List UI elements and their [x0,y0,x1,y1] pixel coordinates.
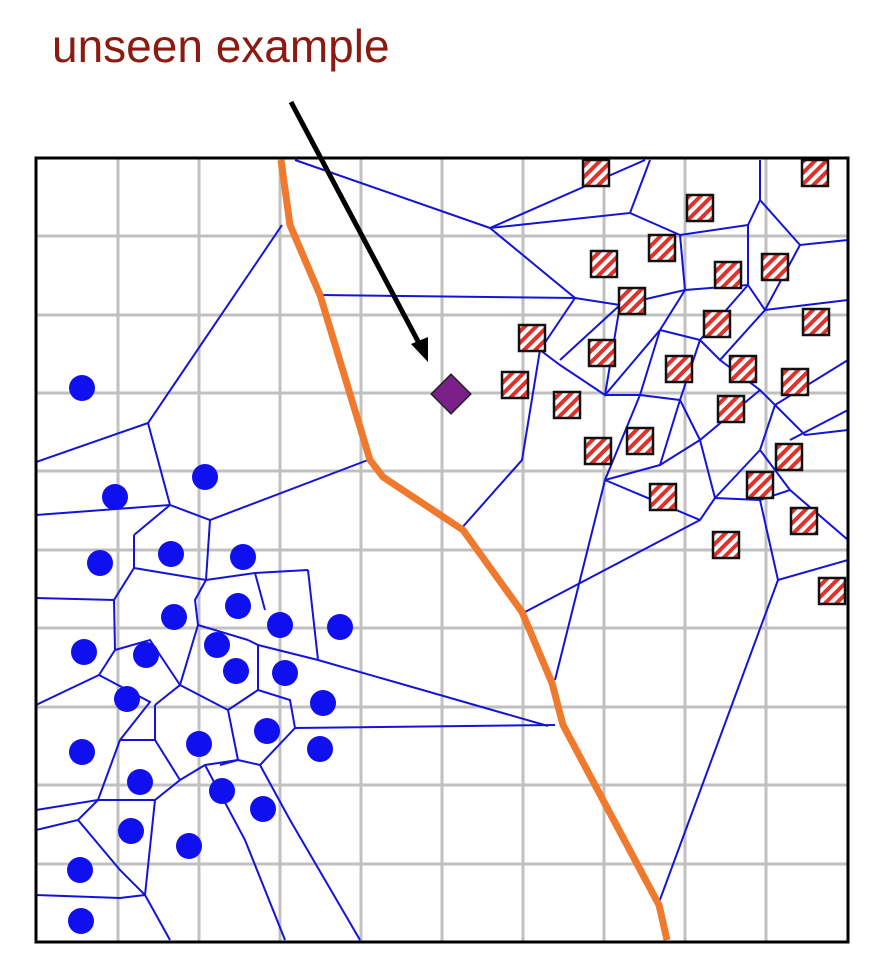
voronoi-edge [254,572,266,611]
class-a-point [192,464,218,490]
class-a-point [254,718,280,744]
class-b-point [760,252,790,282]
voronoi-edge [193,579,249,641]
class-a-points [67,375,353,934]
class-a-point [87,550,113,576]
class-b-point [789,506,819,536]
class-a-point [176,833,202,859]
voronoi-edge [789,409,848,441]
class-b-point [589,249,619,279]
decision-boundary [277,159,671,941]
class-a-point [114,686,140,712]
voronoi-edge [227,639,259,711]
voronoi-edges [36,159,848,941]
voronoi-edge [257,644,549,727]
unseen-example-label: unseen example [52,20,390,72]
voronoi-edge [307,569,319,661]
class-b-point [713,260,743,290]
class-b-point [780,367,810,397]
class-b-point [617,286,647,316]
class-a-point [71,639,97,665]
voronoi-edge [524,519,701,613]
class-b-points [500,158,847,606]
voronoi-edge [319,227,578,300]
class-b-point [817,576,847,606]
class-b-point [728,354,758,384]
class-a-point [161,604,187,630]
class-b-point [517,323,547,353]
class-a-point [68,908,94,934]
class-a-point [230,544,256,570]
class-a-point [225,593,251,619]
class-a-point [102,484,128,510]
voronoi-edge [257,689,556,730]
class-a-point [267,612,293,638]
class-a-point [310,690,336,716]
class-b-point [500,370,530,400]
voronoi-edge [774,404,848,437]
voronoi-edge [36,599,117,706]
voronoi-edge [154,624,199,706]
class-b-point [774,442,804,472]
arrow-head [411,337,428,362]
class-b-point [552,390,582,420]
voronoi-edge [114,638,181,686]
class-a-point [67,857,93,883]
class-a-point [127,769,153,795]
class-b-point [625,426,655,456]
class-b-point [583,436,613,466]
voronoi-edge [759,199,848,247]
voronoi-edge [36,224,283,463]
voronoi-edge [133,504,171,536]
class-a-point [223,658,249,684]
class-a-point [158,541,184,567]
voronoi-edge [98,674,152,741]
voronoi-edge [143,799,171,941]
voronoi-edge [259,764,361,941]
class-b-point [801,307,831,337]
voronoi-edge [36,894,146,900]
class-b-point [648,482,678,512]
voronoi-edge [459,297,576,531]
frame [34,156,850,944]
class-a-point [204,632,230,658]
arrow [288,100,428,362]
voronoi-edge [77,819,146,896]
class-a-point [307,736,333,762]
class-b-point [664,354,694,384]
voronoi-edge [657,579,779,906]
class-b-point [581,158,611,188]
class-b-point [745,470,775,500]
class-a-point [250,796,276,822]
voronoi-edge [714,449,761,499]
class-a-point [69,739,95,765]
unseen-point-marker [430,373,472,415]
voronoi-edge [179,684,240,766]
class-b-point [647,233,677,263]
voronoi-edge [659,439,701,466]
class-a-point [272,660,298,686]
class-b-point [702,309,732,339]
arrow-shaft [288,100,423,347]
class-a-point [209,778,235,804]
class-b-point [587,338,617,368]
class-b-point [800,158,830,188]
voronoi-edge [133,519,211,582]
class-a-point [133,642,159,668]
voronoi-edge [764,299,848,311]
class-b-point [711,530,741,560]
class-a-point [69,375,95,401]
class-b-point [716,394,746,424]
class-b-point [685,193,715,223]
class-a-point [327,614,353,640]
class-a-point [118,818,144,844]
class-a-point [186,731,212,757]
